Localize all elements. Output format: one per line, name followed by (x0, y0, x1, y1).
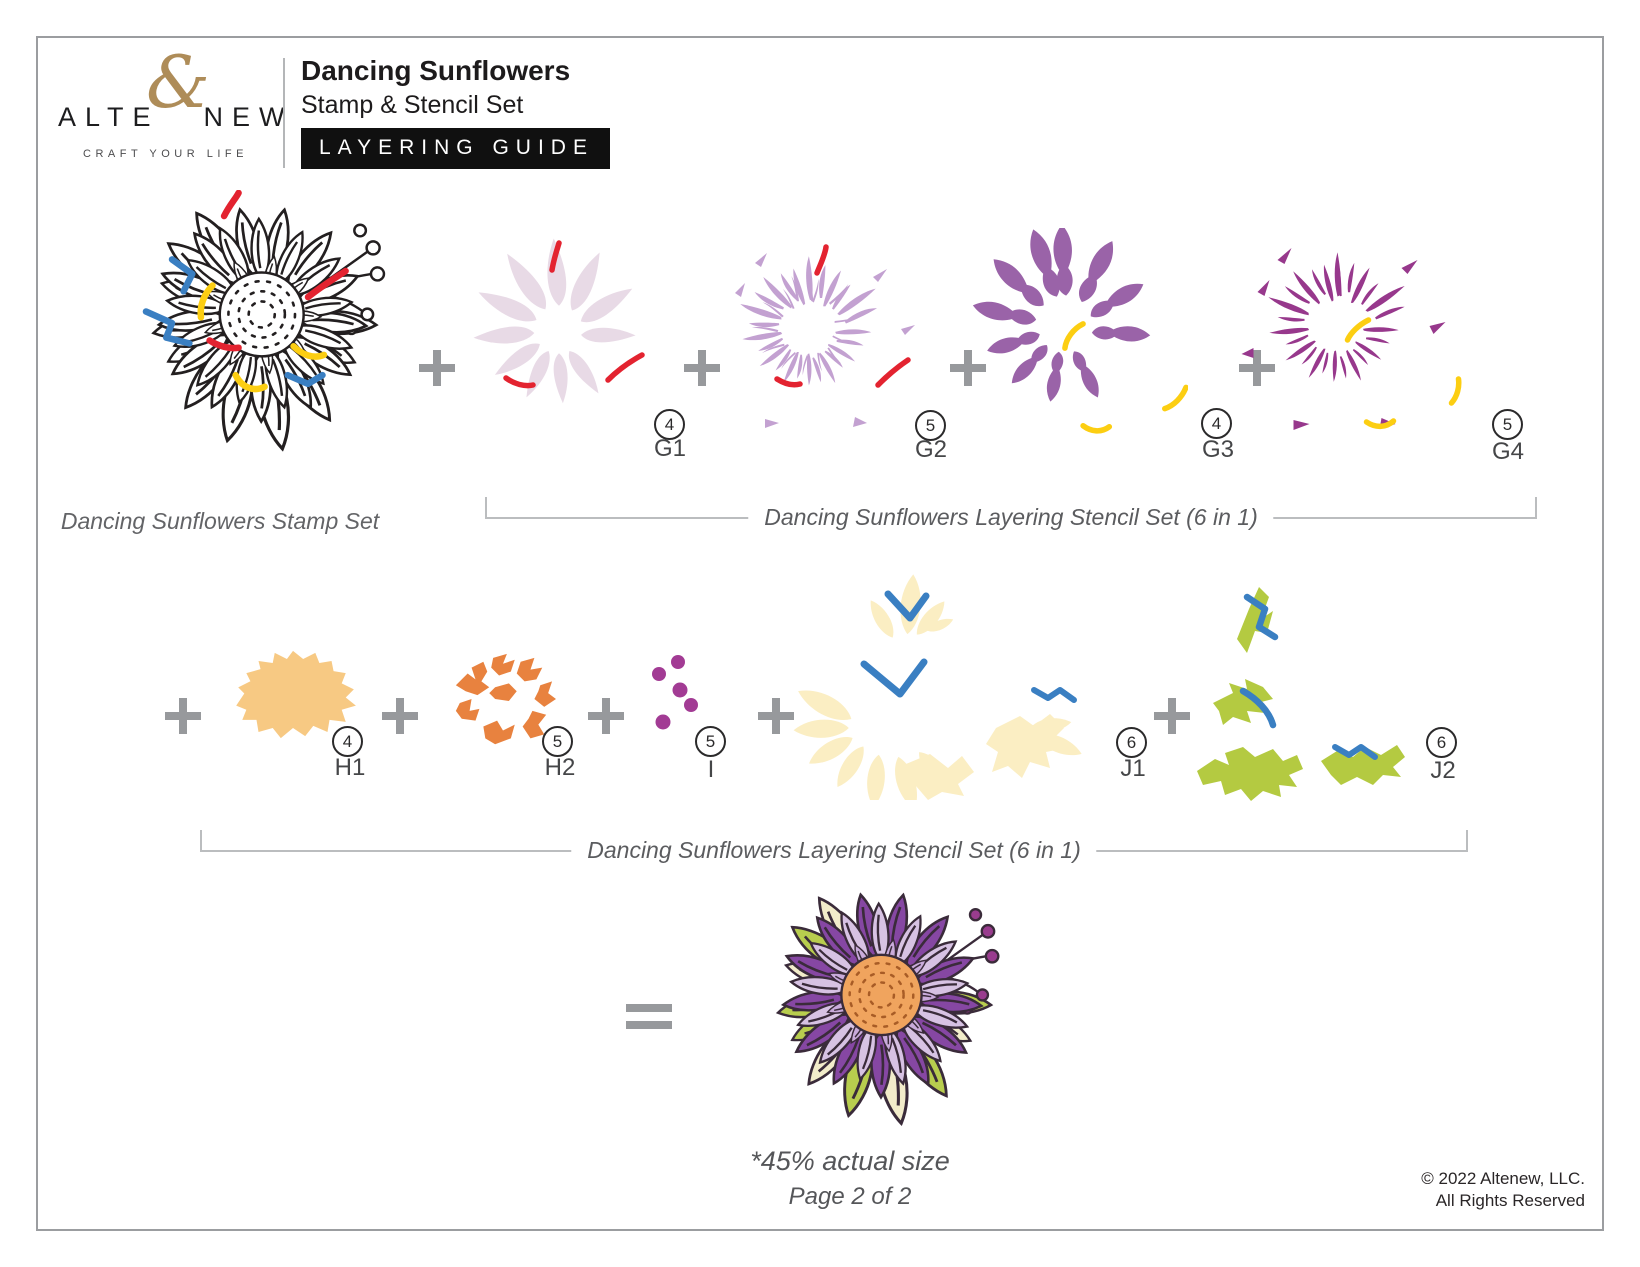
header-divider (283, 58, 285, 168)
stencil-j1-illustration (793, 573, 1083, 800)
logo-tagline: CRAFT YOUR LIFE (83, 148, 248, 160)
plus-icon (1238, 349, 1276, 387)
step-number-badge: 4 (332, 726, 363, 757)
stencil-code-label: J1 (1120, 755, 1146, 782)
stencil-set-bracket-1: Dancing Sunflowers Layering Stencil Set … (485, 497, 1537, 531)
stencil-j2-illustration (1197, 587, 1405, 801)
stencil-h1-illustration (236, 650, 356, 739)
stencil-i-illustration (652, 655, 698, 730)
stamp-flower-illustration (100, 190, 435, 462)
stencil-code-label: H1 (334, 754, 366, 781)
stencil-set-caption-1: Dancing Sunflowers Layering Stencil Set … (748, 504, 1274, 531)
plus-icon (587, 697, 625, 735)
step-number-badge: 5 (915, 410, 946, 441)
equals-icon (626, 1004, 672, 1030)
plus-icon (164, 697, 202, 735)
stencil-code-label: H2 (544, 754, 576, 781)
stencil-g2-illustration (733, 244, 915, 428)
page-number: Page 2 of 2 (788, 1183, 912, 1210)
stencil-code-label: I (707, 756, 715, 783)
plus-icon (949, 349, 987, 387)
logo-ampersand-icon: & (146, 40, 211, 124)
step-number-badge: 4 (1201, 408, 1232, 439)
step-number-badge: 6 (1116, 727, 1147, 758)
logo-wordmark: ALTE NEW (58, 102, 294, 132)
stencil-set-bracket-2: Dancing Sunflowers Layering Stencil Set … (200, 830, 1468, 864)
page-subtitle: Stamp & Stencil Set (301, 91, 524, 119)
stencil-g1-illustration (473, 238, 645, 404)
scale-note: *45% actual size (750, 1146, 950, 1176)
stencil-code-label: G2 (914, 436, 947, 463)
page-title: Dancing Sunflowers (301, 55, 571, 86)
stencil-set-caption-2: Dancing Sunflowers Layering Stencil Set … (571, 837, 1097, 864)
step-number-badge: 5 (1492, 409, 1523, 440)
step-number-badge: 4 (654, 409, 685, 440)
copyright-line1: © 2022 Altenew, LLC. (1421, 1169, 1585, 1188)
stencil-code-label: G4 (1491, 438, 1524, 465)
plus-icon (757, 697, 795, 735)
stencil-h2-illustration (455, 653, 556, 745)
plus-icon (683, 349, 721, 387)
copyright-notice: © 2022 Altenew, LLC. All Rights Reserved (1340, 1168, 1585, 1212)
step-number-badge: 5 (695, 726, 726, 757)
finished-flower-illustration (722, 876, 1052, 1136)
step-number-badge: 5 (542, 726, 573, 757)
stencil-g3-illustration (970, 228, 1188, 434)
stencil-code-label: G1 (653, 435, 686, 462)
stencil-g4-illustration (1241, 248, 1462, 430)
stamp-set-caption: Dancing Sunflowers Stamp Set (60, 508, 380, 534)
altenew-logo: ALTE NEW & CRAFT YOUR LIFE (58, 46, 294, 165)
plus-icon (1153, 697, 1191, 735)
plus-icon (418, 349, 456, 387)
plus-icon (381, 697, 419, 735)
layering-guide-badge: LAYERING GUIDE (301, 128, 610, 169)
stencil-code-label: J2 (1430, 757, 1456, 784)
copyright-line2: All Rights Reserved (1435, 1191, 1585, 1211)
step-number-badge: 6 (1426, 727, 1457, 758)
stencil-code-label: G3 (1201, 436, 1234, 463)
